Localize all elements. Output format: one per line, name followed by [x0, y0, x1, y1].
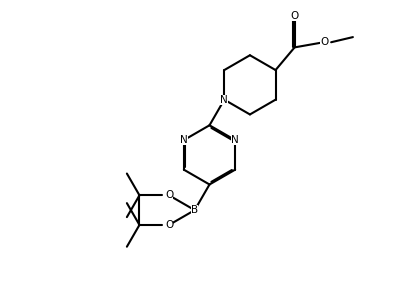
- Text: O: O: [165, 220, 173, 230]
- Text: O: O: [165, 190, 173, 200]
- Text: N: N: [231, 135, 239, 145]
- Text: N: N: [180, 135, 188, 145]
- Text: B: B: [191, 205, 198, 215]
- Text: O: O: [321, 37, 328, 47]
- Text: N: N: [220, 95, 228, 105]
- Text: O: O: [290, 11, 299, 21]
